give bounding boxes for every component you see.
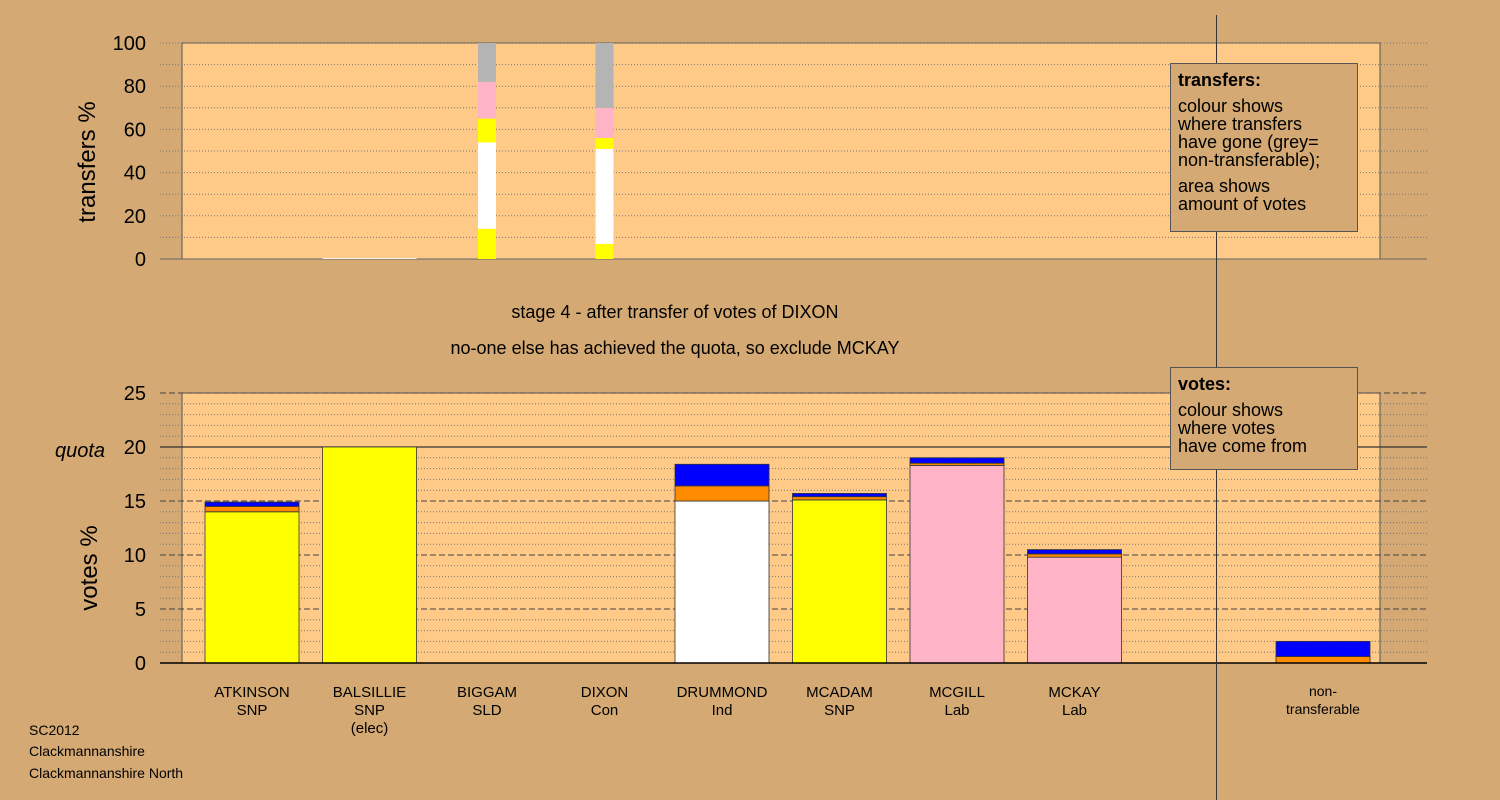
vote-segment [909,457,1005,464]
transfers-gridlines [160,42,1427,260]
y-tick-label: 0 [135,653,146,675]
transfer-segment [595,148,614,244]
transfer-segment [595,107,614,139]
transfers-legend-title: transfers: [1178,70,1262,90]
vote-segment [204,505,300,513]
y-tick-label: 10 [124,545,146,567]
vote-segment [674,463,770,487]
vote-segment [1275,641,1371,657]
transfer-segment [478,228,496,259]
candidate-name: MCKAY [1048,684,1100,701]
transfer-segment [595,243,614,259]
votes-legend-line: have come from [1178,436,1308,456]
election-name: SC2012 [29,722,80,738]
transfer-segment [478,81,496,119]
transfer-segment [478,43,496,82]
vote-segment [1027,553,1122,558]
candidate-party: Lab [1062,702,1087,719]
nontransferable-label: transferable [1286,701,1360,717]
ward-name: Clackmannanshire North [29,765,184,781]
transfers-legend: transfers: colour shows where transfers … [1170,63,1358,232]
transfer-segment [478,118,496,143]
transfers-legend-line: have gone (grey= [1178,132,1319,152]
y-tick-label: 80 [124,76,146,98]
vote-segment [792,493,887,498]
nontransferable-label: non- [1309,683,1337,699]
y-tick-label: 40 [124,163,146,185]
candidate-party: SNP [237,702,268,719]
vote-segment [674,485,770,502]
transfer-segment [595,43,614,108]
vote-segment [204,501,300,507]
candidate-name: BALSILLIE [333,684,406,701]
votes-y-label: votes % [76,525,103,610]
y-tick-label: 60 [124,119,146,141]
candidate-name: BIGGAM [457,684,517,701]
candidate-party: SLD [472,702,501,719]
transfers-y-axis: 0 20 40 60 80 100 [113,33,146,271]
vote-segment [674,500,770,664]
vote-segment [1027,556,1122,664]
vote-segment [1027,549,1122,555]
candidate-name: MCGILL [929,684,985,701]
transfer-segment [478,142,496,229]
candidate-labels: ATKINSONSNPBALSILLIESNP(elec)BIGGAMSLDDI… [214,683,1360,737]
candidate-name: DIXON [581,684,629,701]
transfers-legend-line: area shows [1178,176,1271,196]
votes-y-axis: 0 5 10 15 20 25 [124,383,146,675]
transfer-segment [595,138,614,149]
votes-legend-line: colour shows [1178,400,1284,420]
council-name: Clackmannanshire [29,743,145,759]
stage-line-2: no-one else has achieved the quota, so e… [451,338,900,358]
y-tick-label: 0 [135,249,146,271]
vote-segment [1275,656,1371,664]
vote-segment [322,446,417,664]
transfers-legend-line: colour shows [1178,96,1284,116]
y-tick-label: 20 [124,437,146,459]
y-tick-label: 15 [124,491,146,513]
candidate-name: MCADAM [806,684,873,701]
transfers-legend-line: where transfers [1178,114,1303,134]
candidate-party: SNP [824,702,855,719]
votes-legend-line: where votes [1178,418,1276,438]
y-tick-label: 100 [113,33,146,55]
transfers-y-label: transfers % [74,101,101,222]
transfers-legend-line: amount of votes [1178,194,1307,214]
candidate-name: DRUMMOND [677,684,768,701]
candidate-status: (elec) [351,720,389,737]
vote-segment [792,499,887,664]
quota-label: quota [55,440,105,462]
transfers-legend-line: non-transferable); [1178,150,1321,170]
candidate-party: Con [591,702,619,719]
vote-segment [792,496,887,501]
vote-segment [204,511,300,664]
votes-legend-title: votes: [1178,374,1232,394]
candidate-party: Lab [944,702,969,719]
candidate-party: Ind [712,702,733,719]
votes-legend: votes: colour shows where votes have com… [1170,367,1358,470]
y-tick-label: 5 [135,599,146,621]
vote-segment [909,464,1005,664]
y-tick-label: 25 [124,383,146,405]
candidate-party: SNP [354,702,385,719]
transfers-bars [322,43,614,259]
votes-bars [160,446,1427,664]
candidate-name: ATKINSON [214,684,290,701]
y-tick-label: 20 [124,206,146,228]
stage-line-1: stage 4 - after transfer of votes of DIX… [511,302,838,322]
